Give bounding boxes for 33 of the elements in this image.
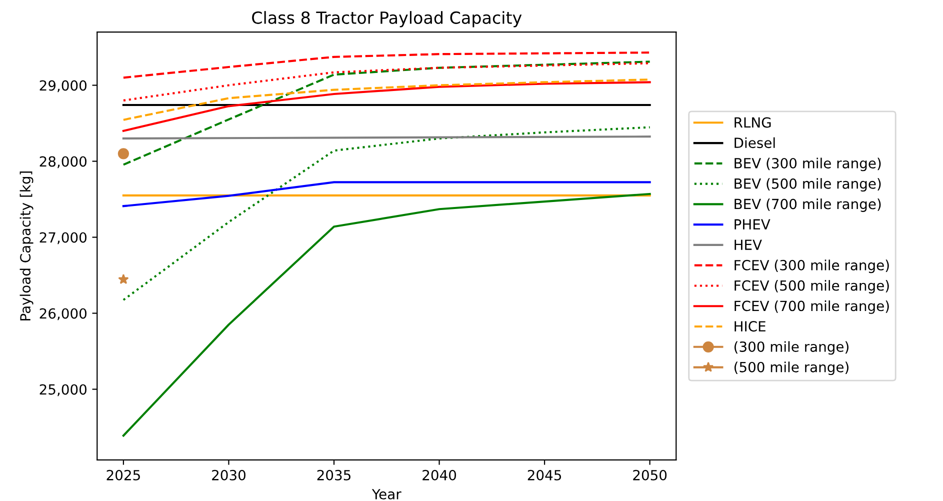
legend-label: (500 mile range) (734, 362, 848, 376)
x-tick-label: 2050 (633, 470, 667, 480)
legend-label: BEV (300 mile range) (734, 158, 881, 172)
line-series (122, 60, 651, 166)
line-series (122, 81, 651, 132)
x-tick-label: 2025 (106, 470, 140, 480)
legend-label: Diesel (734, 137, 775, 148)
chart-title: Class 8 Tractor Payload Capacity (252, 11, 522, 28)
legend-label: FCEV (300 mile range) (734, 260, 889, 274)
x-tick-label: 2030 (212, 470, 246, 480)
x-axis-title: Year (372, 489, 402, 500)
x-tick-label: 2035 (317, 470, 350, 480)
y-tick-label: 27,000 (40, 232, 86, 244)
legend-label: FCEV (500 mile range) (734, 280, 889, 294)
x-tick-label: 2040 (422, 470, 456, 480)
legend-label: (300 mile range) (734, 341, 848, 355)
line-series (122, 62, 651, 102)
legend-label: RLNG (734, 117, 771, 128)
line-series (122, 126, 651, 301)
y-tick-label: 25,000 (40, 384, 86, 396)
legend-label: PHEV (734, 219, 770, 230)
legend-label: BEV (500 mile range) (734, 178, 881, 192)
legend-label: BEV (700 mile range) (734, 198, 881, 212)
line-series (122, 52, 651, 79)
legend-label: HEV (734, 240, 762, 250)
y-tick-label: 29,000 (40, 80, 86, 92)
y-tick-label: 26,000 (40, 308, 86, 320)
x-tick-label: 2045 (528, 470, 561, 480)
y-axis-title: Payload Capacity [kg] (20, 171, 34, 320)
legend-label: FCEV (700 mile range) (734, 300, 889, 314)
y-tick-label: 28,000 (40, 156, 86, 168)
legend-label: HICE (734, 321, 766, 332)
line-series (122, 192, 651, 437)
